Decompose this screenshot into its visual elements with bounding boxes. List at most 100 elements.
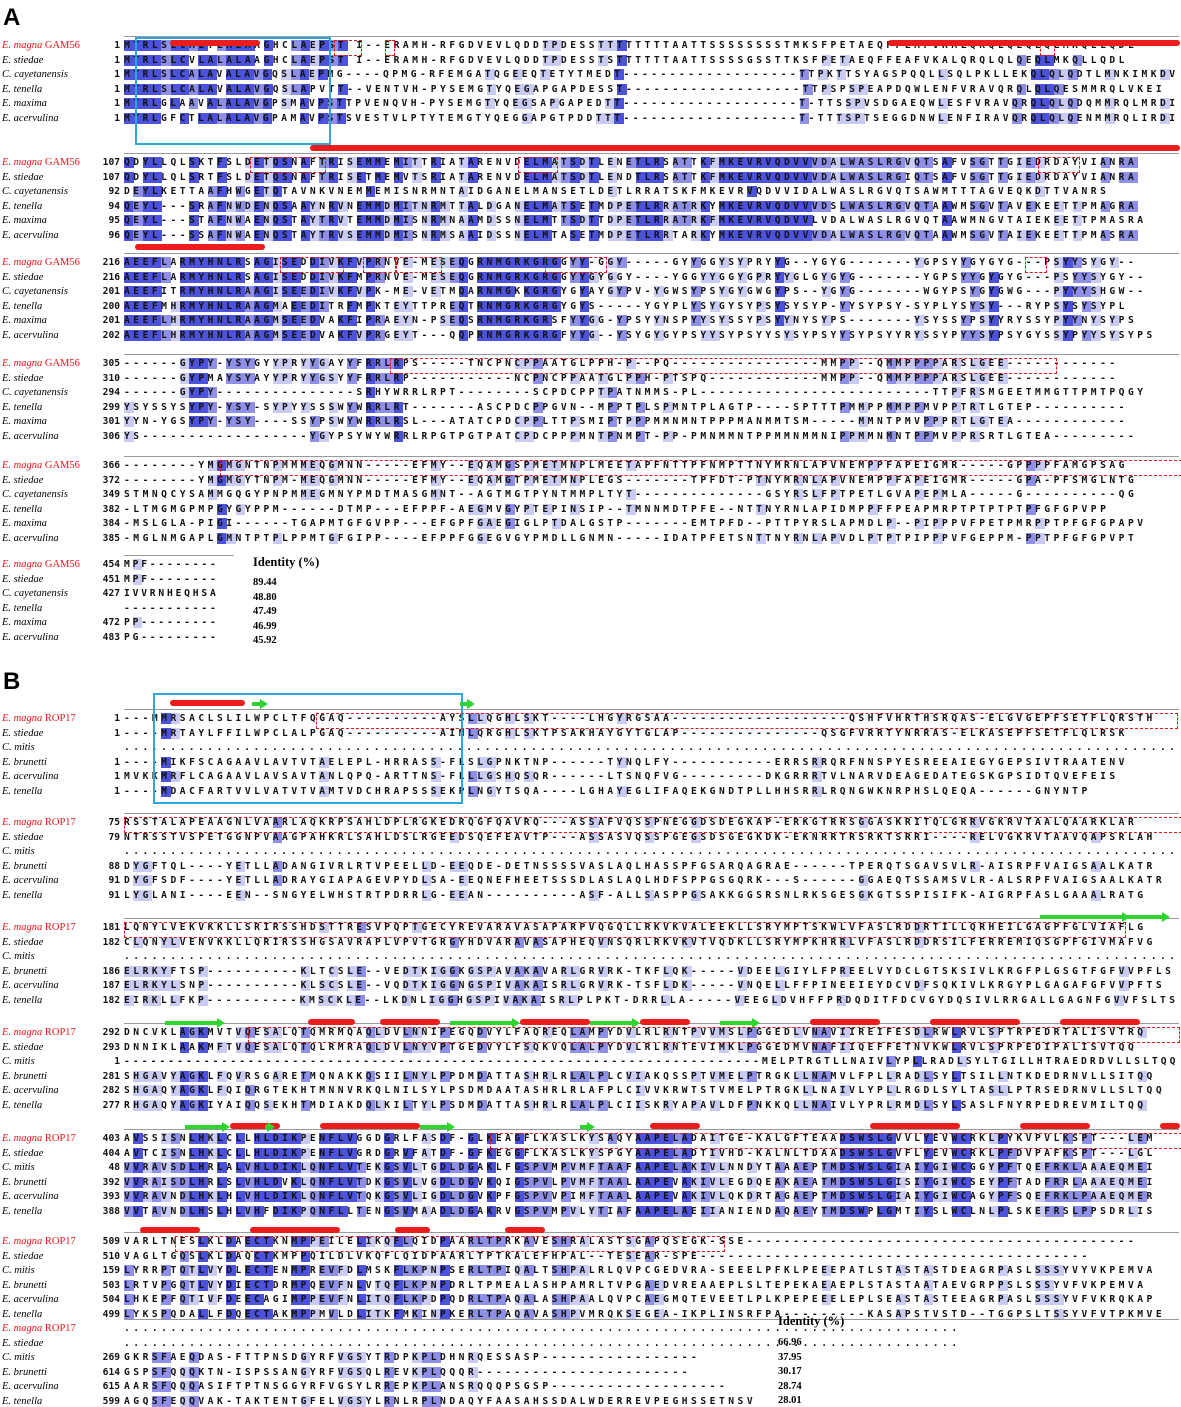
species-label: E. maxima	[2, 98, 47, 109]
strand-arrow-icon	[1162, 912, 1170, 922]
conservation-shade	[142, 994, 153, 1006]
conservation-shade	[142, 40, 153, 51]
conservation-shade	[189, 329, 199, 341]
conservation-shade	[542, 474, 553, 486]
conservation-shade	[830, 1162, 841, 1173]
conservation-shade	[1054, 1176, 1064, 1188]
conservation-shade	[923, 416, 934, 427]
species-label: E. brunetti	[2, 1070, 47, 1082]
conservation-shade	[375, 1162, 385, 1173]
conservation-shade	[263, 1162, 274, 1173]
conservation-shade	[961, 1205, 971, 1217]
conservation-shade	[1016, 54, 1027, 66]
conservation-shade	[189, 157, 199, 168]
conservation-shade	[607, 1176, 618, 1188]
conservation-shade	[868, 503, 878, 515]
conservation-shade	[607, 1133, 618, 1144]
conservation-shade	[403, 286, 413, 297]
conservation-shade	[235, 329, 246, 341]
conservation-shade	[440, 257, 450, 268]
conservation-shade	[170, 771, 181, 782]
conservation-shade	[189, 1191, 199, 1202]
conservation-shade	[375, 229, 385, 241]
species-label: C. mitis	[2, 1265, 35, 1276]
conservation-shade	[988, 315, 999, 326]
conservation-shade	[533, 300, 543, 312]
conservation-shade	[765, 215, 776, 226]
conservation-shade	[942, 229, 953, 241]
identity-value: 47.49	[253, 606, 277, 617]
conservation-shade	[570, 1205, 581, 1217]
conservation-shade	[886, 229, 897, 241]
conservation-shade	[616, 713, 627, 724]
conservation-shade	[858, 1205, 869, 1217]
conservation-shade	[458, 1162, 469, 1173]
conservation-shade	[226, 1294, 236, 1305]
conservation-shade	[682, 965, 692, 977]
conservation-shade	[830, 474, 841, 486]
conservation-shade	[124, 1265, 134, 1276]
conservation-shade	[310, 358, 320, 369]
conservation-shade	[654, 1205, 664, 1217]
conservation-shade	[310, 215, 320, 226]
conservation-shade	[217, 503, 227, 515]
conservation-shade	[589, 315, 599, 326]
panel-a-identity-header: Identity (%)	[253, 555, 320, 569]
conservation-shade	[142, 200, 153, 212]
conservation-shade	[821, 1176, 832, 1188]
conservation-shade	[505, 257, 515, 268]
identity-value: 48.80	[253, 591, 277, 603]
conservation-shade	[477, 532, 488, 544]
conservation-shade	[328, 460, 339, 471]
conservation-shade	[356, 1236, 367, 1247]
sequence-text: ----MRTAYLFFILWPCLALPGAQ----------AINLQR…	[124, 727, 1128, 739]
conservation-shade	[254, 1205, 264, 1217]
conservation-shade	[272, 200, 283, 212]
conservation-shade	[133, 1147, 143, 1159]
conservation-shade	[709, 157, 720, 168]
conservation-shade	[226, 416, 236, 427]
conservation-shade	[914, 315, 925, 326]
conservation-shade	[179, 69, 190, 80]
conservation-shade	[961, 257, 971, 268]
species-label: C. cayetanensis	[2, 69, 68, 80]
conservation-shade	[226, 315, 236, 326]
conservation-shade	[914, 474, 925, 486]
conservation-shade	[961, 315, 971, 326]
conservation-shade	[468, 713, 478, 724]
conservation-shade	[570, 329, 581, 341]
conservation-shade	[505, 713, 515, 724]
conservation-shade	[468, 1236, 478, 1247]
conservation-shade	[300, 1176, 311, 1188]
conservation-shade	[775, 1176, 785, 1188]
conservation-shade	[244, 112, 254, 124]
conservation-shade	[225, 69, 236, 80]
conservation-shade	[198, 1176, 209, 1188]
sequence-text: --------YMGMGNTNPMMMEQGMNN-----EFMY--EQA…	[124, 460, 1128, 471]
conservation-shade	[263, 1250, 274, 1262]
conservation-shade	[468, 171, 478, 183]
conservation-shade	[318, 112, 328, 124]
conservation-shade	[672, 1147, 683, 1159]
alpha-helix	[170, 700, 245, 706]
conservation-shade	[1072, 200, 1083, 212]
species-label: E. acervulina	[2, 112, 59, 124]
conservation-shade	[393, 1205, 404, 1217]
conservation-shade	[217, 257, 227, 268]
alpha-helix	[1040, 40, 1050, 46]
conservation-shade	[430, 771, 441, 782]
conservation-shade	[998, 1085, 1008, 1096]
identity-value: 45.92	[253, 635, 277, 646]
conservation-shade	[365, 200, 376, 212]
residue-position: 1	[114, 1056, 120, 1067]
conservation-shade	[151, 980, 162, 991]
conservation-shade	[951, 416, 962, 427]
conservation-shade	[356, 1279, 367, 1291]
conservation-shade	[905, 200, 915, 212]
conservation-shade	[616, 1191, 627, 1202]
conservation-shade	[914, 358, 925, 369]
conservation-shade	[1026, 474, 1036, 486]
block-separator	[124, 456, 1179, 457]
conservation-shade	[616, 83, 627, 95]
conservation-shade	[262, 69, 273, 80]
